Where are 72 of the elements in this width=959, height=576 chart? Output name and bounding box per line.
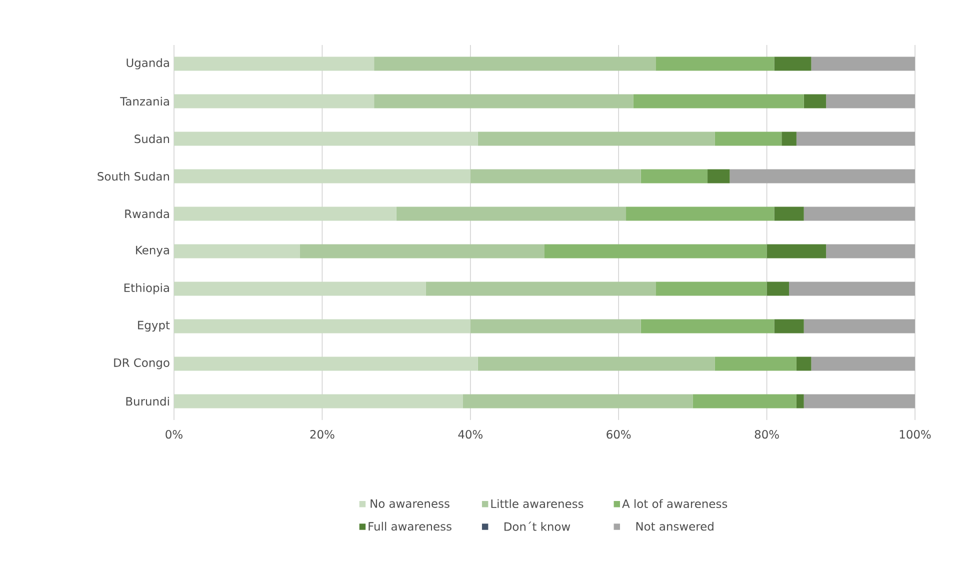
y-tick-label: Tanzania bbox=[120, 96, 169, 106]
bar bbox=[796, 356, 812, 371]
bar bbox=[789, 282, 916, 296]
bar bbox=[426, 282, 656, 296]
bar bbox=[174, 56, 374, 71]
x-tick-label: 100% bbox=[900, 430, 931, 439]
bar bbox=[396, 206, 626, 221]
bar bbox=[174, 94, 374, 108]
bar bbox=[774, 56, 812, 71]
bar bbox=[774, 319, 804, 334]
bar bbox=[478, 356, 715, 371]
bar bbox=[640, 169, 708, 184]
bar bbox=[544, 244, 767, 258]
legend-label: Don´t know bbox=[504, 522, 570, 531]
bar bbox=[174, 394, 463, 408]
bar bbox=[470, 169, 641, 184]
bar bbox=[174, 356, 478, 371]
bar bbox=[766, 244, 826, 258]
legend-label: Not answered bbox=[636, 522, 714, 531]
bar bbox=[656, 56, 774, 71]
bar bbox=[633, 94, 804, 108]
bar bbox=[462, 394, 693, 408]
legend-label: A lot of awareness bbox=[622, 499, 728, 508]
bar bbox=[804, 206, 916, 221]
x-tick-label: 60% bbox=[606, 430, 631, 439]
bar bbox=[782, 132, 796, 146]
y-tick-label: DR Congo bbox=[114, 358, 170, 370]
y-tick-label: Egypt bbox=[138, 320, 170, 332]
x-tick-label: 0% bbox=[166, 430, 182, 439]
legend-label: Little awareness bbox=[491, 499, 584, 508]
bar bbox=[774, 206, 804, 221]
bar bbox=[374, 94, 634, 108]
bar bbox=[804, 319, 916, 334]
bar bbox=[826, 244, 916, 258]
bar bbox=[766, 282, 790, 296]
bar bbox=[811, 356, 916, 371]
bar bbox=[804, 394, 916, 408]
bar bbox=[470, 319, 641, 334]
y-tick-label: South Sudan bbox=[98, 172, 170, 181]
bar bbox=[714, 356, 796, 371]
bar bbox=[174, 319, 470, 334]
y-tick-label: Ethiopia bbox=[124, 283, 169, 294]
y-tick-label: Rwanda bbox=[125, 209, 169, 218]
bar bbox=[811, 56, 916, 71]
bar bbox=[692, 394, 796, 408]
y-tick-label: Kenya bbox=[136, 246, 169, 257]
y-tick-label: Burundi bbox=[126, 396, 169, 406]
bar bbox=[656, 282, 767, 296]
bar bbox=[730, 169, 916, 184]
bar bbox=[796, 394, 804, 408]
bar bbox=[826, 94, 916, 108]
bar bbox=[174, 244, 300, 258]
bar bbox=[708, 169, 730, 184]
y-tick-label: Uganda bbox=[126, 58, 169, 70]
bar bbox=[478, 132, 715, 146]
bar bbox=[174, 169, 470, 184]
legend-label: Full awareness bbox=[368, 522, 452, 531]
x-tick-label: 80% bbox=[754, 430, 779, 439]
bar bbox=[796, 132, 916, 146]
y-tick-label: Sudan bbox=[134, 134, 170, 144]
bar bbox=[174, 206, 396, 221]
bar bbox=[804, 94, 826, 108]
bar bbox=[626, 206, 774, 221]
bar bbox=[300, 244, 545, 258]
legend-label: No awareness bbox=[370, 499, 450, 508]
x-tick-label: 40% bbox=[458, 430, 482, 439]
bar bbox=[640, 319, 774, 334]
bar bbox=[374, 56, 656, 71]
bar bbox=[174, 132, 478, 146]
x-tick-label: 20% bbox=[310, 430, 334, 439]
bar bbox=[714, 132, 782, 146]
bar bbox=[174, 282, 426, 296]
